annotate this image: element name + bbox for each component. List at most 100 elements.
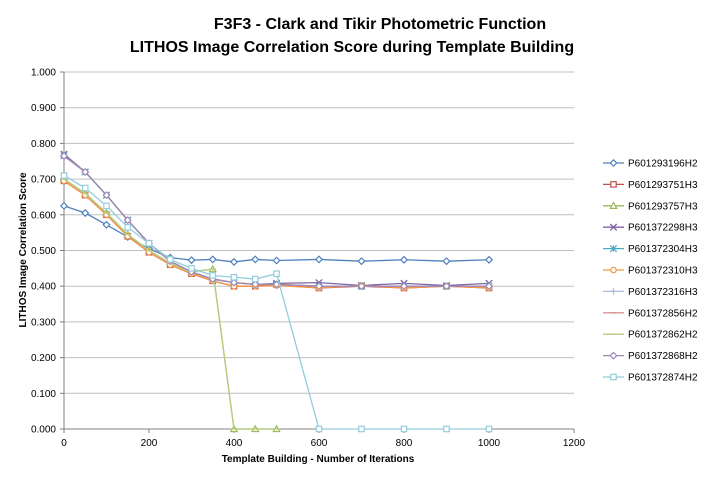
x-tick-label: 400 bbox=[226, 438, 243, 449]
y-tick-label: 0.700 bbox=[31, 175, 56, 186]
data-point-square bbox=[166, 256, 174, 263]
x-tick-label: 1200 bbox=[563, 438, 586, 449]
data-point-diamond bbox=[272, 256, 281, 265]
data-point-square bbox=[400, 425, 408, 433]
data-point-diamond bbox=[81, 208, 90, 218]
data-point-diamond bbox=[314, 255, 324, 264]
data-point-diamond bbox=[229, 278, 239, 287]
data-point-diamond bbox=[59, 151, 69, 160]
data-point-square bbox=[124, 223, 132, 231]
data-point-diamond bbox=[399, 255, 409, 264]
data-point-square bbox=[610, 373, 617, 381]
data-point-square bbox=[251, 275, 259, 283]
x-tick-label: 600 bbox=[311, 438, 328, 449]
series-group bbox=[59, 150, 494, 433]
series-line bbox=[63, 178, 277, 430]
data-point-diamond bbox=[609, 351, 618, 360]
y-tick-label: 0.200 bbox=[31, 353, 56, 364]
data-point-circle bbox=[610, 266, 617, 274]
data-point-diamond bbox=[102, 220, 111, 229]
x-tick-label: 0 bbox=[61, 438, 67, 449]
legend-item: P601372874H2 bbox=[603, 373, 698, 384]
data-point-diamond bbox=[442, 282, 451, 291]
x-tick-label: 1000 bbox=[478, 438, 501, 449]
series-P601372862H2 bbox=[60, 178, 280, 430]
x-axis-title: Template Building - Number of Iterations bbox=[222, 454, 415, 465]
data-point-square bbox=[188, 265, 195, 272]
data-point-diamond bbox=[484, 255, 494, 264]
data-point-diamond bbox=[123, 216, 132, 225]
legend-item: P601293751H3 bbox=[603, 180, 698, 191]
series-P601372874H2 bbox=[60, 172, 493, 433]
data-point-square bbox=[103, 202, 110, 210]
chart-subtitle: LITHOS Image Correlation Score during Te… bbox=[130, 39, 574, 56]
legend-label: P601372304H3 bbox=[628, 244, 698, 255]
x-tick-label: 200 bbox=[141, 438, 158, 449]
series-line bbox=[63, 205, 490, 263]
y-tick-label: 1.000 bbox=[31, 68, 56, 79]
data-point-diamond bbox=[357, 257, 366, 266]
data-point-x bbox=[609, 223, 618, 231]
data-point-diamond bbox=[229, 257, 239, 266]
legend-item: P601293757H3 bbox=[603, 201, 698, 212]
legend-label: P601372856H2 bbox=[628, 308, 698, 319]
data-point-diamond bbox=[442, 257, 451, 266]
legend-item: P601372298H3 bbox=[603, 223, 698, 234]
series-line bbox=[63, 178, 277, 430]
y-tick-label: 0.600 bbox=[31, 210, 56, 221]
y-tick-label: 0.500 bbox=[31, 246, 56, 257]
legend-item: P601372862H2 bbox=[603, 330, 698, 341]
data-point-square bbox=[315, 425, 323, 433]
data-point-diamond bbox=[208, 255, 217, 264]
legend-label: P601372868H2 bbox=[628, 351, 698, 362]
legend-label: P601372310H3 bbox=[628, 266, 698, 277]
x-tick-label: 800 bbox=[396, 438, 413, 449]
y-tick-label: 0.800 bbox=[31, 139, 56, 150]
data-point-asterisk bbox=[609, 244, 618, 253]
series-P601372868H2 bbox=[59, 151, 494, 291]
data-point-square bbox=[209, 272, 217, 279]
y-tick-label: 0.000 bbox=[31, 425, 56, 436]
data-point-square bbox=[145, 240, 153, 247]
data-point-square bbox=[610, 181, 617, 188]
data-point-square bbox=[230, 273, 238, 281]
legend-item: P601372868H2 bbox=[603, 351, 698, 362]
y-tick-label: 0.900 bbox=[31, 103, 56, 114]
data-point-diamond bbox=[251, 280, 260, 289]
data-point-plus bbox=[610, 288, 617, 295]
legend-label: P601372316H3 bbox=[628, 287, 698, 298]
data-point-square bbox=[485, 425, 493, 433]
data-point-square bbox=[273, 270, 280, 278]
axes: 0.000 0.100 0.200 0.300 0.400 0.500 0.600 0.700… bbox=[31, 68, 586, 450]
legend-label: P601293757H3 bbox=[628, 201, 698, 212]
series-line bbox=[63, 174, 489, 430]
data-point-diamond bbox=[399, 282, 409, 291]
data-point-diamond bbox=[314, 282, 324, 291]
legend-item: P601372316H3 bbox=[603, 287, 698, 298]
data-point-square bbox=[81, 184, 89, 192]
data-point-square bbox=[358, 425, 365, 433]
data-point-diamond bbox=[81, 167, 90, 177]
data-point-triangle bbox=[609, 201, 618, 209]
legend-item: P601372310H3 bbox=[603, 266, 698, 277]
data-point-diamond bbox=[357, 282, 366, 291]
legend-label: P601293751H3 bbox=[628, 180, 698, 191]
data-point-square bbox=[443, 425, 450, 433]
data-point-diamond bbox=[102, 191, 111, 200]
legend-label: P601372298H3 bbox=[628, 223, 698, 234]
data-point-diamond bbox=[609, 158, 618, 168]
gridlines bbox=[64, 71, 574, 394]
legend-label: P601293196H2 bbox=[628, 159, 698, 170]
y-tick-label: 0.100 bbox=[31, 389, 56, 400]
data-point-diamond bbox=[187, 256, 196, 265]
data-point-diamond bbox=[251, 255, 260, 264]
legend-label: P601372862H2 bbox=[628, 330, 698, 341]
series-line bbox=[63, 155, 489, 287]
legend-item: P601372304H3 bbox=[603, 244, 698, 255]
y-tick-label: 0.400 bbox=[31, 282, 56, 293]
data-point-diamond bbox=[59, 201, 69, 210]
y-axis-title: LITHOS Image Correlation Score bbox=[18, 172, 29, 327]
legend-item: P601293196H2 bbox=[603, 159, 698, 170]
